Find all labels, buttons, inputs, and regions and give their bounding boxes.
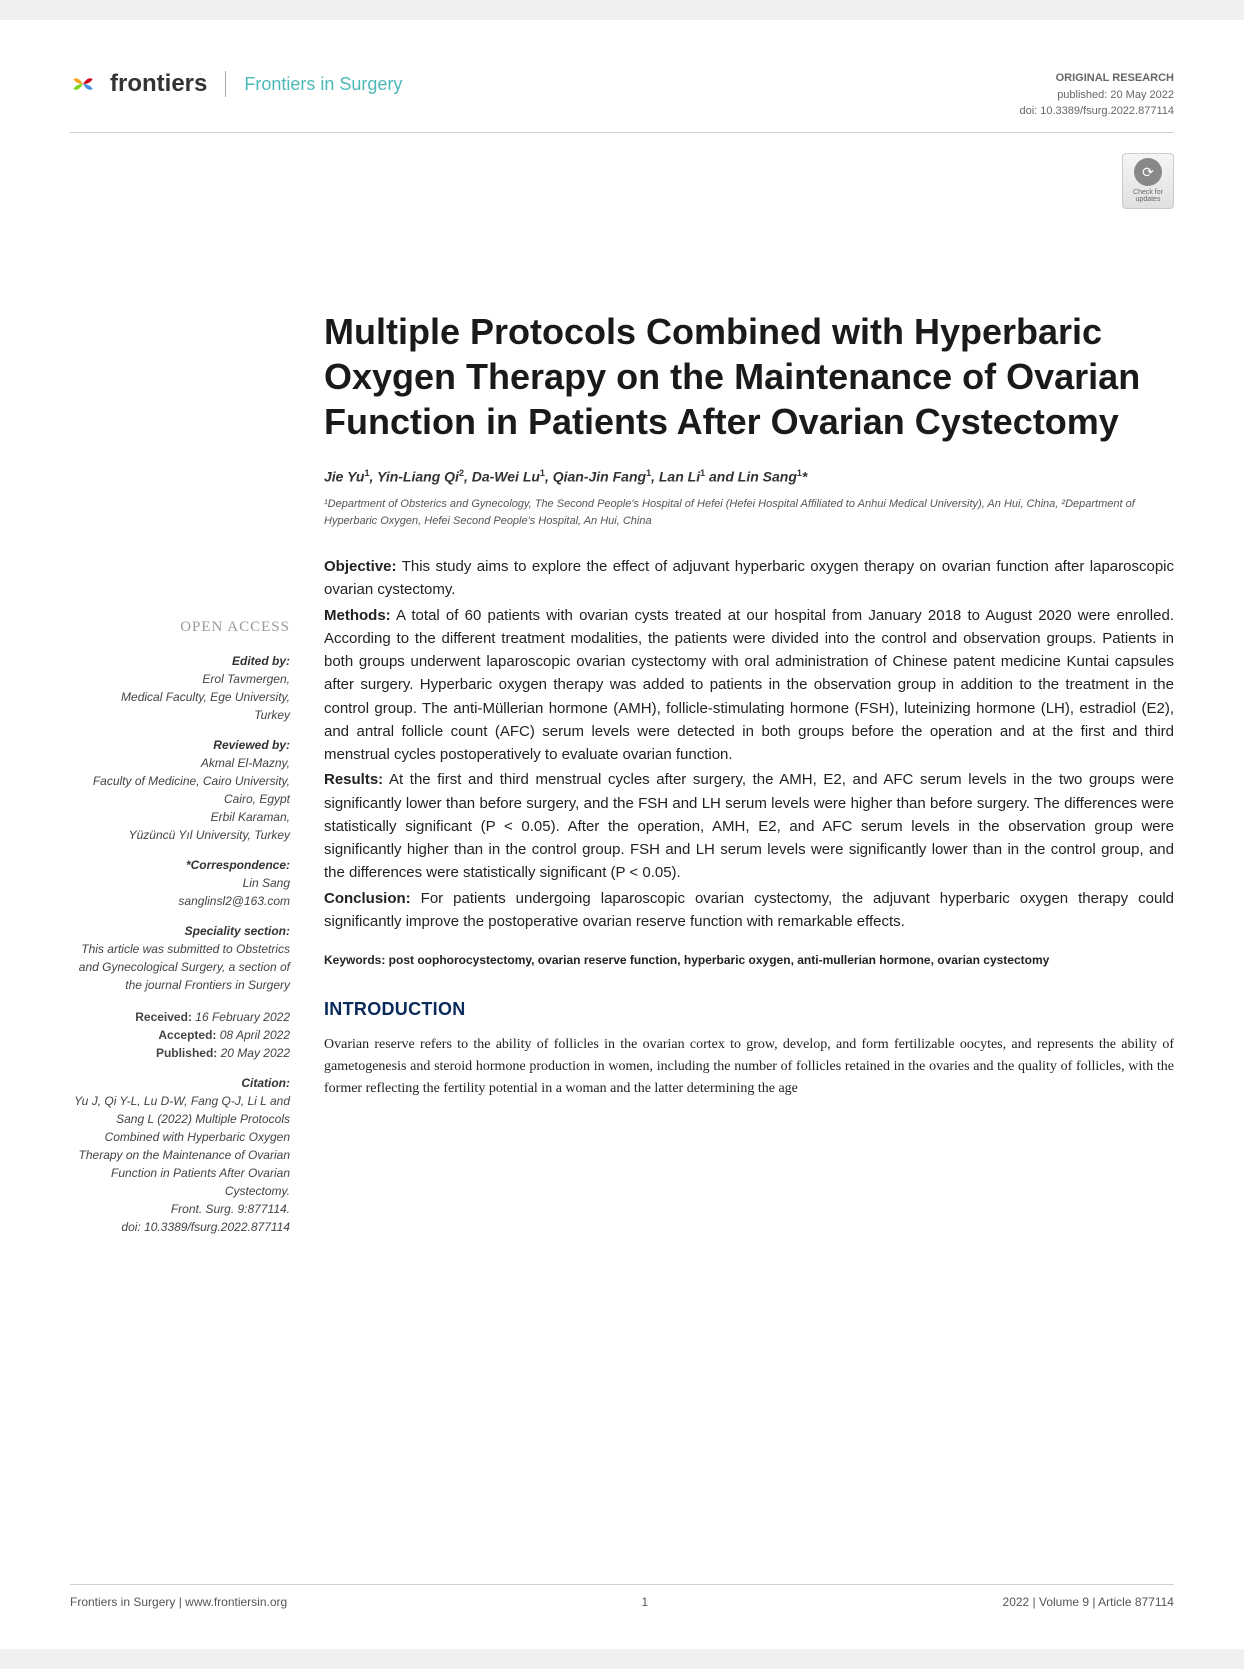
divider [225, 71, 226, 97]
citation: Yu J, Qi Y-L, Lu D-W, Fang Q-J, Li L and… [70, 1092, 290, 1236]
content: Multiple Protocols Combined with Hyperba… [324, 309, 1174, 1236]
reviewed-by-label: Reviewed by: [70, 738, 290, 752]
speciality-label: Speciality section: [70, 924, 290, 938]
journal-name: Frontiers in Surgery [244, 74, 402, 95]
accepted-label: Accepted: [158, 1028, 216, 1042]
results-label: Results: [324, 771, 383, 788]
received-date: 16 February 2022 [192, 1010, 290, 1024]
citation-label: Citation: [70, 1076, 290, 1090]
published-label: Published: [156, 1046, 217, 1060]
objective-text: This study aims to explore the effect of… [324, 558, 1174, 598]
correspondence: Lin Sang sanglinsl2@163.com [70, 874, 290, 910]
open-access-label: OPEN ACCESS [70, 619, 290, 636]
objective-label: Objective: [324, 558, 397, 575]
abstract: Objective: This study aims to explore th… [324, 555, 1174, 933]
conclusion-label: Conclusion: [324, 890, 411, 907]
received-line: Received: 16 February 2022 [70, 1008, 290, 1026]
article-title: Multiple Protocols Combined with Hyperba… [324, 309, 1174, 444]
check-updates-icon: ⟳ [1134, 158, 1162, 186]
edited-by-label: Edited by: [70, 654, 290, 668]
introduction-body: Ovarian reserve refers to the ability of… [324, 1034, 1174, 1099]
brand-text: frontiers [110, 70, 207, 98]
published-line: published: 20 May 2022 [1019, 87, 1174, 104]
keywords: Keywords: post oophorocystectomy, ovaria… [324, 951, 1174, 969]
header: frontiers Frontiers in Surgery ORIGINAL … [70, 70, 1174, 133]
affiliations: ¹Department of Obsterics and Gynecology,… [324, 496, 1174, 529]
article-type: ORIGINAL RESEARCH [1019, 70, 1174, 87]
check-updates-badge[interactable]: ⟳ Check for updates [1122, 153, 1174, 209]
main-grid: OPEN ACCESS Edited by: Erol Tavmergen, M… [70, 309, 1174, 1236]
footer-page-number: 1 [642, 1595, 649, 1609]
header-meta: ORIGINAL RESEARCH published: 20 May 2022… [1019, 70, 1174, 120]
edited-by: Erol Tavmergen, Medical Faculty, Ege Uni… [70, 670, 290, 724]
results-text: At the first and third menstrual cycles … [324, 771, 1174, 881]
speciality: This article was submitted to Obstetrics… [70, 940, 290, 994]
methods-label: Methods: [324, 607, 391, 624]
methods-text: A total of 60 patients with ovarian cyst… [324, 607, 1174, 764]
received-label: Received: [135, 1010, 192, 1024]
page: frontiers Frontiers in Surgery ORIGINAL … [0, 20, 1244, 1649]
correspondence-label: *Correspondence: [70, 858, 290, 872]
frontiers-logo-icon [70, 71, 96, 97]
footer-right: 2022 | Volume 9 | Article 877114 [1003, 1595, 1174, 1609]
check-updates-label: Check for updates [1123, 189, 1173, 203]
accepted-date: 08 April 2022 [216, 1028, 290, 1042]
introduction-heading: INTRODUCTION [324, 999, 1174, 1020]
reviewed-by: Akmal El-Mazny, Faculty of Medicine, Cai… [70, 754, 290, 844]
accepted-line: Accepted: 08 April 2022 [70, 1026, 290, 1044]
logo-block: frontiers Frontiers in Surgery [70, 70, 402, 98]
doi-line: doi: 10.3389/fsurg.2022.877114 [1019, 103, 1174, 120]
authors: Jie Yu1, Yin-Liang Qi2, Da-Wei Lu1, Qian… [324, 468, 1174, 485]
dates-block: Received: 16 February 2022 Accepted: 08 … [70, 1008, 290, 1062]
published-date: 20 May 2022 [217, 1046, 290, 1060]
conclusion-text: For patients undergoing laparoscopic ova… [324, 890, 1174, 930]
footer-left: Frontiers in Surgery | www.frontiersin.o… [70, 1595, 287, 1609]
footer: Frontiers in Surgery | www.frontiersin.o… [70, 1584, 1174, 1609]
published-line: Published: 20 May 2022 [70, 1044, 290, 1062]
sidebar: OPEN ACCESS Edited by: Erol Tavmergen, M… [70, 309, 290, 1236]
